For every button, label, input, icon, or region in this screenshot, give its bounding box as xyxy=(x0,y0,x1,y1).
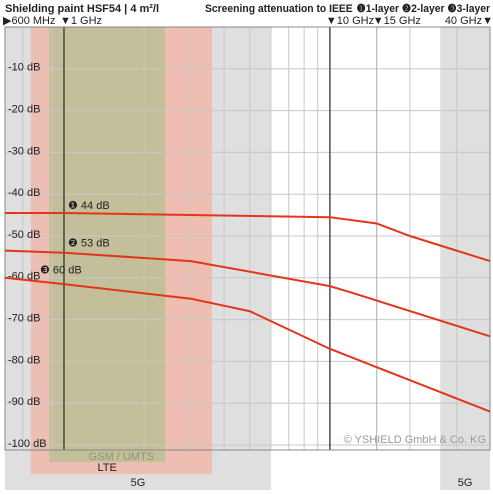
x-tick-label: 40 GHz▼ xyxy=(445,15,493,27)
series-annotation: ❸ 60 dB xyxy=(40,265,82,277)
y-tick-label: -90 dB xyxy=(8,396,40,408)
frequency-band xyxy=(49,27,166,462)
y-tick-label: -40 dB xyxy=(8,187,40,199)
y-tick-label: -10 dB xyxy=(8,62,40,74)
plot-frame xyxy=(4,26,491,451)
y-tick-label: -30 dB xyxy=(8,145,40,157)
y-tick-label: -20 dB xyxy=(8,104,40,116)
y-tick-label: -80 dB xyxy=(8,354,40,366)
x-tick-label: ▼1 GHz xyxy=(60,15,102,27)
band-label: LTE xyxy=(97,462,116,474)
data-line xyxy=(5,212,491,263)
legend: Screening attenuation to IEEE❶1-layer❷2-… xyxy=(205,3,491,15)
data-line xyxy=(4,249,491,338)
legend-title: Screening attenuation to IEEE xyxy=(205,3,353,15)
series-annotation: ❶ 44 dB xyxy=(68,200,110,212)
legend-entry: ❸3-layer xyxy=(447,3,490,15)
x-tick-label: ▶600 MHz xyxy=(3,15,55,27)
data-line xyxy=(4,276,491,413)
legend-entry: ❶1-layer xyxy=(356,3,399,15)
band-label: 5G xyxy=(458,477,473,489)
chart-title: Shielding paint HSF54 | 4 m²/l xyxy=(5,3,159,15)
series-annotation: ❷ 53 dB xyxy=(68,238,110,250)
x-tick-label: ▼10 GHz xyxy=(326,15,374,27)
y-tick-label: -70 dB xyxy=(8,313,40,325)
band-label: 5G xyxy=(131,477,146,489)
y-tick-label: -100 dB xyxy=(8,438,47,450)
x-tick-label: ▼15 GHz xyxy=(373,15,421,27)
copyright: © YSHIELD GmbH & Co. KG xyxy=(344,434,486,446)
y-tick-label: -50 dB xyxy=(8,229,40,241)
legend-entry: ❷2-layer xyxy=(402,3,445,15)
